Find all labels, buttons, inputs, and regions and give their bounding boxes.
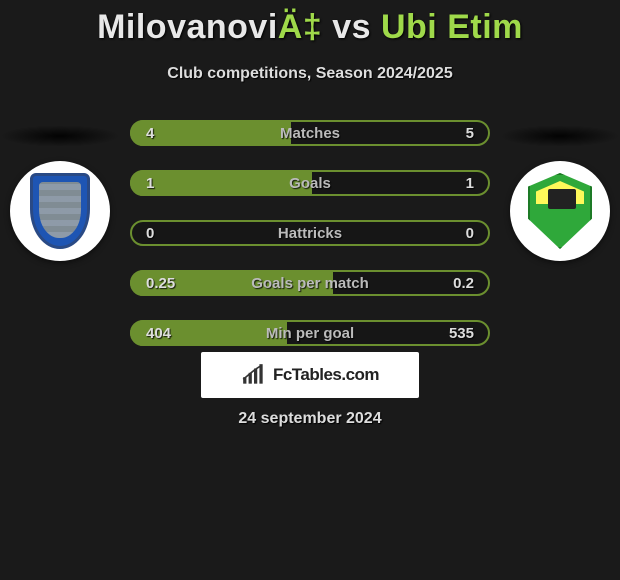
stat-left-value: 4 <box>146 125 154 142</box>
stat-label: Matches <box>280 125 340 142</box>
stat-label: Min per goal <box>266 325 354 342</box>
stat-label: Goals per match <box>251 275 369 292</box>
stats-panel: 4 Matches 5 1 Goals 1 0 Hattricks 0 0.25 Goals per… <box>130 120 490 346</box>
stat-left-value: 1 <box>146 175 154 192</box>
stat-left-value: 0.25 <box>146 275 175 292</box>
stat-left-value: 0 <box>146 225 154 242</box>
stat-row: 0 Hattricks 0 <box>130 220 490 246</box>
stat-row: 1 Goals 1 <box>130 170 490 196</box>
stat-right-value: 5 <box>466 125 474 142</box>
stat-label: Goals <box>289 175 331 192</box>
club-left <box>0 95 120 261</box>
club-right <box>500 95 620 261</box>
stat-row: 404 Min per goal 535 <box>130 320 490 346</box>
page-title: MilovanoviÄ‡ vs Ubi Etim <box>0 0 620 47</box>
club-left-crest <box>10 161 110 261</box>
shield-blue-icon <box>30 173 90 249</box>
stat-left-value: 404 <box>146 325 171 342</box>
player-shadow-right <box>500 125 620 147</box>
stat-label: Hattricks <box>278 225 342 242</box>
player-shadow-left <box>0 125 120 147</box>
stat-right-value: 0.2 <box>453 275 474 292</box>
player1-suffix: Ä‡ <box>278 8 322 46</box>
date-text: 24 september 2024 <box>238 410 381 428</box>
stat-right-value: 1 <box>466 175 474 192</box>
vs-text: vs <box>322 8 381 46</box>
player2-name: Ubi Etim <box>381 8 523 46</box>
shield-green-icon <box>528 173 592 249</box>
brand-text: FcTables.com <box>273 365 379 385</box>
subtitle: Club competitions, Season 2024/2025 <box>0 65 620 83</box>
chart-bars-icon <box>241 364 267 386</box>
player1-name: Milovanovi <box>97 8 278 46</box>
brand-badge[interactable]: FcTables.com <box>201 352 419 398</box>
stat-right-value: 535 <box>449 325 474 342</box>
stat-row: 4 Matches 5 <box>130 120 490 146</box>
comparison-card: MilovanoviÄ‡ vs Ubi Etim Club competitio… <box>0 0 620 83</box>
stat-row: 0.25 Goals per match 0.2 <box>130 270 490 296</box>
stat-right-value: 0 <box>466 225 474 242</box>
stat-fill <box>130 170 312 196</box>
club-right-crest <box>510 161 610 261</box>
